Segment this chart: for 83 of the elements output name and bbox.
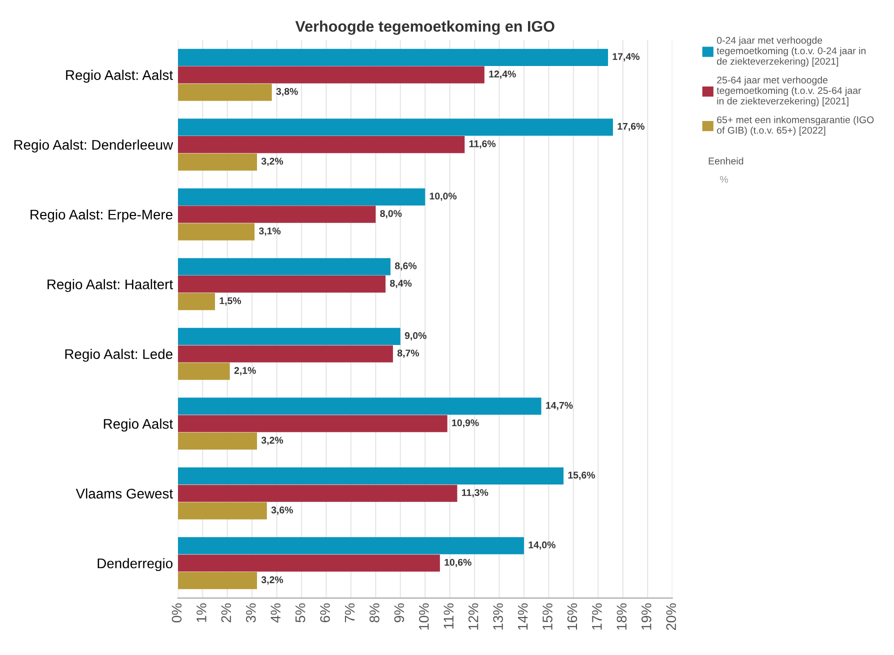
- data-label: 10,0%: [430, 192, 457, 201]
- x-tick-label: 6%: [320, 603, 330, 622]
- y-tick-label: Regio Aalst: [104, 418, 173, 432]
- bar: [178, 276, 386, 293]
- x-tick-label: 3%: [246, 603, 256, 622]
- legend-label: 0-24 jaar met verhoogde tegemoetkoming (t.o.v. 0-24 jaar in de ziekteverzekering) [2021]: [716, 36, 866, 67]
- data-label: 14,0%: [528, 541, 556, 550]
- data-label: 14,7%: [546, 402, 573, 410]
- bar: [178, 136, 465, 154]
- data-label: 3,6%: [271, 506, 293, 515]
- x-tick-label: 5%: [295, 603, 306, 622]
- y-tick-label: Regio Aalst: Haaltert: [48, 279, 173, 292]
- legend-label: 65+ met een inkomensgarantie (IGO of GIB) (t.o.v. 65+) [2022]: [717, 116, 874, 136]
- bar: [178, 415, 448, 432]
- x-tick-label: 7%: [344, 603, 355, 622]
- text: %: [720, 176, 728, 183]
- bar: [178, 362, 230, 380]
- x-tick-label: 17%: [592, 603, 602, 630]
- x-tick-label: 0%: [172, 603, 182, 622]
- data-label: 3,2%: [261, 436, 284, 446]
- x-tick-label: 19%: [641, 603, 652, 630]
- data-label: 17,6%: [618, 122, 644, 132]
- data-label: 2,1%: [234, 367, 256, 376]
- bar: [178, 223, 255, 240]
- x-tick-label: 15%: [542, 603, 552, 630]
- bar: [178, 66, 484, 84]
- bar: [178, 84, 272, 101]
- data-label: 11,6%: [469, 140, 496, 149]
- bar: [178, 467, 564, 484]
- data-label: 3,2%: [261, 576, 284, 585]
- bar: [178, 484, 458, 502]
- y-tick-label: Vlaams Gewest: [76, 488, 173, 499]
- y-tick-label: Regio Aalst: Aalst: [66, 70, 173, 83]
- bar: [178, 502, 267, 520]
- data-label: 12,4%: [489, 70, 516, 79]
- x-tick-label: 4%: [270, 603, 280, 623]
- x-tick-label: 12%: [468, 603, 478, 630]
- y-tick-label: Regio Aalst: Lede: [65, 348, 172, 362]
- data-label: 8,0%: [380, 210, 402, 218]
- data-label: 17,4%: [612, 53, 640, 62]
- bar: [178, 554, 440, 572]
- legend-label: 25-64 jaar met verhoogde tegemoetkoming (t.o.v. 25-64 jaar in de ziekteverzekering) [2021]: [716, 76, 862, 106]
- bar: [178, 572, 258, 590]
- data-label: 8,7%: [397, 350, 420, 358]
- chart-title: Verhoogde tegemoetkoming en IGO: [295, 20, 554, 35]
- y-tick-label: Regio Aalst: Erpe-Mere: [30, 209, 172, 222]
- bar: [178, 118, 613, 136]
- data-label: 15,6%: [568, 472, 595, 480]
- y-tick-label: Denderregio: [98, 558, 172, 572]
- x-tick-label: 2%: [221, 603, 232, 622]
- bar: [178, 258, 390, 276]
- bar: [178, 48, 608, 66]
- bar: [178, 537, 524, 554]
- bar: [178, 345, 393, 362]
- data-label: 3,2%: [261, 158, 284, 166]
- data-label: 11,3%: [462, 489, 488, 498]
- bar: [178, 188, 426, 206]
- x-tick-label: 18%: [616, 603, 627, 630]
- y-tick-label: Regio Aalst: Denderleeuw: [14, 140, 174, 153]
- x-tick-label: 1%: [196, 603, 206, 622]
- data-label: 8,6%: [394, 262, 417, 271]
- x-tick-label: 11%: [444, 603, 454, 629]
- bar: [178, 206, 376, 223]
- x-tick-label: 20%: [666, 603, 676, 630]
- data-label: 3,1%: [258, 228, 281, 236]
- x-tick-label: 16%: [567, 603, 578, 630]
- text: Eenheid: [708, 157, 744, 164]
- x-tick-label: 10%: [418, 603, 429, 630]
- bar: [178, 432, 258, 450]
- bar: [178, 328, 400, 345]
- data-label: 10,9%: [452, 419, 479, 428]
- bar: [178, 293, 215, 310]
- data-label: 1,5%: [220, 297, 242, 306]
- data-label: 3,8%: [276, 88, 298, 96]
- data-label: 10,6%: [444, 558, 472, 568]
- x-tick-label: 8%: [370, 603, 380, 622]
- x-tick-label: 14%: [518, 603, 528, 630]
- bar: [178, 153, 258, 171]
- x-tick-label: 9%: [394, 603, 404, 622]
- data-label: 8,4%: [390, 280, 412, 288]
- x-tick-label: 13%: [493, 603, 503, 630]
- data-label: 9,0%: [404, 332, 426, 340]
- bar: [178, 398, 542, 415]
